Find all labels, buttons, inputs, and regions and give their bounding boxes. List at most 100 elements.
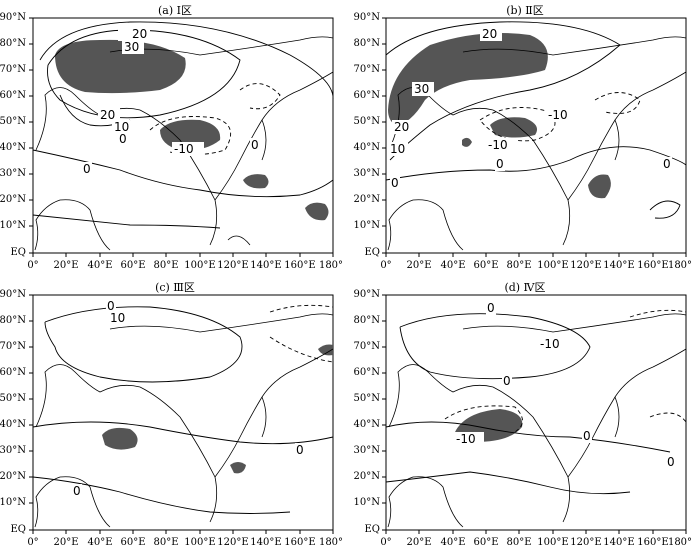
lat-label: 40°N: [0, 142, 26, 153]
lon-label: 40°E: [87, 260, 113, 271]
axis-ticks: [29, 294, 334, 534]
lat-label: 10°N: [0, 497, 26, 508]
lat-label: 90°N: [0, 289, 26, 300]
panel-a: (a) Ⅰ区: [0, 0, 350, 276]
contour-label: 20: [132, 27, 147, 41]
contours: [32, 304, 334, 514]
lon-label: 0°: [27, 537, 39, 548]
contour-label: 0: [583, 429, 591, 443]
contour-label: -10: [548, 108, 568, 122]
contour-label: 30: [124, 40, 139, 54]
lat-label: 30°N: [0, 445, 26, 456]
panel-title: (c) Ⅲ区: [155, 281, 195, 294]
contour-label: 20: [394, 120, 409, 134]
lat-label: 10°N: [353, 497, 380, 508]
lat-label: 60°N: [0, 90, 26, 101]
panel-d: (d) Ⅳ区 0: [350, 277, 700, 553]
map-panel-b: 20 30 20 10 -10 -10 0 0 0: [382, 17, 687, 257]
lon-label: 60°E: [473, 260, 499, 271]
lat-label: 70°N: [353, 64, 380, 75]
lat-label: 40°N: [353, 419, 380, 430]
lon-label: 140°E: [603, 260, 635, 271]
lat-label: 70°N: [0, 64, 26, 75]
shaded-anomaly: [55, 39, 329, 221]
lon-label: 60°E: [473, 537, 499, 548]
lon-label: 120°E: [217, 537, 249, 548]
lat-label: 40°N: [353, 142, 380, 153]
contour-label: 0: [83, 162, 91, 176]
lat-label: 40°N: [0, 419, 26, 430]
lat-label: 70°N: [0, 341, 26, 352]
lat-label: 30°N: [353, 168, 380, 179]
panel-c: (c) Ⅲ区 10: [0, 277, 350, 553]
panel-b: (b) Ⅱ区: [350, 0, 700, 276]
lon-label: 80°E: [506, 537, 532, 548]
lat-label: 80°N: [0, 315, 26, 326]
frame: [385, 294, 687, 531]
lon-label: 180°: [667, 260, 693, 271]
lat-label: 80°N: [353, 315, 380, 326]
lon-label: 60°E: [120, 260, 146, 271]
lon-label: 100°E: [184, 260, 216, 271]
lon-label: 20°E: [406, 260, 432, 271]
lon-label: 160°E: [637, 537, 669, 548]
lon-label: 120°E: [570, 537, 602, 548]
lon-label: 180°: [667, 537, 693, 548]
shaded-anomaly: [102, 344, 333, 474]
contour-label: 20: [100, 108, 115, 122]
contour-labels: 10 0 0 0: [72, 299, 305, 498]
contour-label: 10: [390, 142, 405, 156]
contour-label: 20: [482, 27, 497, 41]
lat-label: 90°N: [353, 289, 380, 300]
panel-title: (b) Ⅱ区: [506, 4, 544, 17]
contour-labels: 0 -10 0 0 0 -10: [454, 301, 676, 469]
lon-label: 20°E: [53, 537, 79, 548]
lon-label: 140°E: [250, 537, 282, 548]
lon-label: 40°E: [440, 260, 466, 271]
lon-label: 160°E: [284, 260, 316, 271]
lon-label: 80°E: [153, 537, 179, 548]
coastlines: [34, 313, 334, 528]
axis-ticks: [382, 17, 687, 257]
panel-title: (d) Ⅳ区: [504, 281, 546, 294]
lon-label: 180°: [318, 260, 344, 271]
lat-label: 10°N: [0, 220, 26, 231]
frame: [32, 17, 334, 254]
lon-label: 60°E: [120, 537, 146, 548]
lon-label: 160°E: [284, 537, 316, 548]
lon-label: 120°E: [570, 260, 602, 271]
map-panel-d: 0 -10 0 0 0 -10: [382, 294, 687, 534]
lat-label: 80°N: [353, 38, 380, 49]
contour-label: 10: [114, 120, 129, 134]
lat-label: 20°N: [353, 471, 380, 482]
lat-label: 30°N: [353, 445, 380, 456]
contour-label: 0: [667, 455, 675, 469]
lat-label: 70°N: [353, 341, 380, 352]
lon-label: 100°E: [537, 260, 569, 271]
axis-ticks: [382, 294, 687, 534]
panel-title: (a) Ⅰ区: [158, 4, 192, 17]
axis-ticks: [29, 17, 334, 257]
lat-label: EQ: [10, 247, 27, 258]
lon-label: 40°E: [440, 537, 466, 548]
lat-label: 60°N: [353, 367, 380, 378]
contour-label: 0: [487, 301, 495, 315]
coastlines: [387, 313, 687, 528]
frame: [385, 17, 687, 254]
lon-label: 140°E: [250, 260, 282, 271]
lon-label: 0°: [380, 537, 392, 548]
shaded-anomaly: [388, 32, 611, 199]
contour-label: 0: [251, 138, 259, 152]
contour-label: 0: [107, 299, 115, 313]
contour-label: 0: [663, 157, 671, 171]
lat-label: 60°N: [353, 90, 380, 101]
lat-label: 90°N: [0, 12, 26, 23]
contour-label: 0: [496, 157, 504, 171]
lon-label: 40°E: [87, 537, 113, 548]
contour-label: 0: [503, 374, 511, 388]
contour-label: 10: [110, 311, 125, 325]
lon-label: 140°E: [603, 537, 635, 548]
contour-label: -10: [488, 138, 508, 152]
contour-label: 30: [414, 82, 429, 96]
contour-labels: 20 30 20 10 0 -10 0 0: [82, 27, 260, 176]
